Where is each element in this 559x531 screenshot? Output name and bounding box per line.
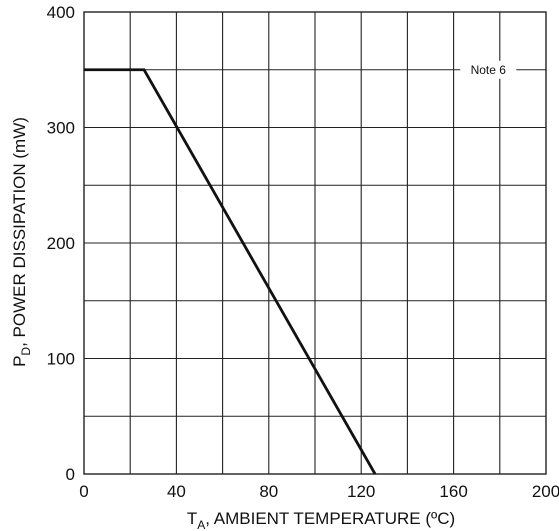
plot-frame [83,11,547,475]
series-group [84,68,377,475]
y-tick-label: 100 [47,350,75,369]
x-tick-labels: 0 40 80 120 160 200 [79,482,559,501]
x-tick-label: 120 [347,482,375,501]
y-tick-labels: 0 100 200 300 400 [47,3,75,484]
series-line [84,68,377,475]
annotation-group: Note 6 [460,60,517,79]
x-tick-label: 160 [439,482,467,501]
y-tick-label: 300 [47,119,75,138]
y-tick-label: 0 [66,465,75,484]
annotation-background [460,60,517,79]
annotation-label: Note 6 [471,63,507,77]
x-tick-label: 40 [167,482,186,501]
y-tick-label: 200 [47,234,75,253]
grid [84,12,546,474]
x-tick-label: 0 [79,482,88,501]
x-tick-label: 80 [259,482,278,501]
x-tick-label: 200 [532,482,559,501]
y-tick-label: 400 [47,3,75,22]
y-axis-title: PD, POWER DISSIPATION (mW) [10,117,33,367]
x-axis-title: TA, AMBIENT TEMPERATURE (ºC) [187,509,455,531]
